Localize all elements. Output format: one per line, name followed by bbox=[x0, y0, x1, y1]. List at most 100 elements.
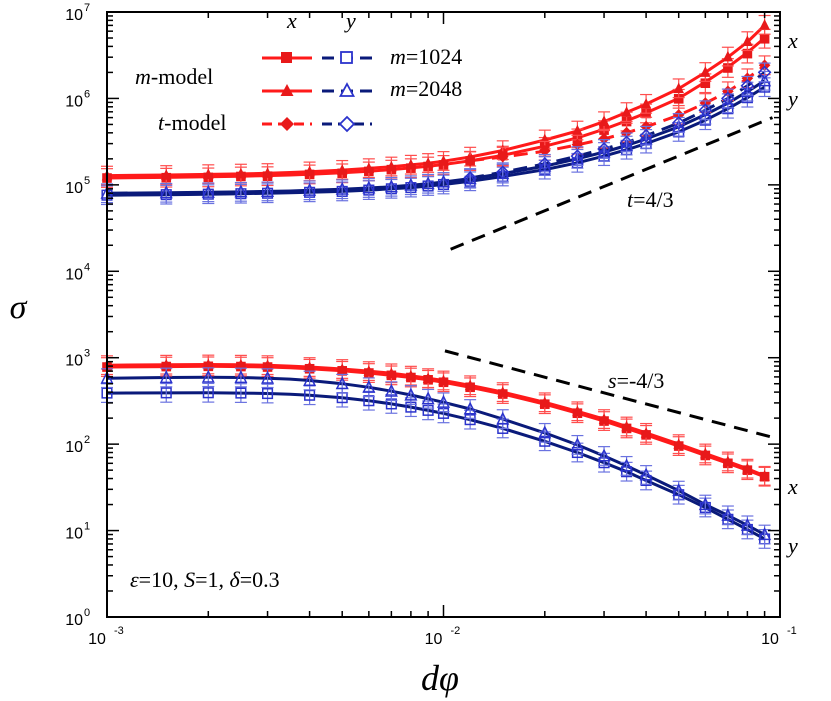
sigma-x-triangles-point bbox=[202, 358, 214, 370]
m2048-x-triangles-point bbox=[386, 160, 397, 172]
m2048-x-triangles-point bbox=[640, 98, 652, 109]
y-tick-exponent: 3 bbox=[84, 348, 90, 360]
t-x-diamonds-point bbox=[496, 150, 509, 163]
y-tick-label: 10 bbox=[65, 353, 83, 370]
x-tick-label: 10 bbox=[425, 631, 443, 648]
legend-t-x-marker bbox=[280, 117, 294, 131]
sigma-x-triangles-point bbox=[621, 420, 632, 432]
annotation-params: ε=10, S=1, δ=0.3 bbox=[130, 567, 280, 592]
param-eps: =10, bbox=[139, 567, 184, 592]
sigma-x-triangles-point bbox=[464, 379, 476, 391]
m2048-x-triangles-point bbox=[235, 167, 247, 179]
legend-t-y-marker bbox=[338, 115, 356, 133]
sigma-x-triangles-point bbox=[438, 374, 449, 386]
sigma-y-triangles-point bbox=[463, 401, 477, 415]
x-tick-exponent: -1 bbox=[787, 625, 797, 637]
m2048-y-triangles-point bbox=[740, 84, 754, 98]
right-label-x-top: x bbox=[787, 28, 798, 53]
sigma-y-triangles-point bbox=[639, 467, 653, 481]
m2048-y-triangles-point bbox=[159, 185, 173, 199]
t-y-diamonds-point bbox=[570, 149, 585, 163]
sigma-x-triangles-point bbox=[598, 413, 610, 424]
sigma-y-squares-point bbox=[160, 387, 172, 399]
sigma-y-triangles-point bbox=[740, 517, 754, 531]
y-tick-label: 10 bbox=[65, 7, 83, 24]
sigma-x-triangles-point bbox=[235, 358, 247, 370]
m2048-y-triangles-point bbox=[421, 176, 435, 190]
t-y-diamonds-point bbox=[463, 171, 478, 185]
y-tick-label: 10 bbox=[65, 180, 83, 197]
m2048-x-triangles-point bbox=[262, 167, 273, 178]
sigma-x-triangles-point bbox=[722, 455, 734, 467]
m2048-y-triangles-point bbox=[234, 184, 248, 198]
t-y-diamonds-point bbox=[639, 128, 653, 143]
m2048-y-triangles-point bbox=[261, 183, 275, 197]
y-tick-exponent: 6 bbox=[84, 88, 90, 100]
legend-t-model-text: -model bbox=[164, 110, 226, 135]
t-y-diamonds-point bbox=[495, 165, 510, 180]
sigma-x-triangles-point bbox=[497, 386, 509, 397]
sigma-y-triangles-point bbox=[496, 411, 510, 425]
m2048-y-triangles-point bbox=[404, 177, 418, 191]
sigma-y-squares-point bbox=[262, 387, 274, 400]
sigma-y-triangles-point bbox=[384, 383, 398, 397]
legend-m2048-x-marker bbox=[280, 84, 294, 96]
t-x-diamonds-point bbox=[464, 154, 476, 167]
legend-m2048: m=2048 bbox=[390, 76, 462, 101]
sigma-y-triangles-point bbox=[538, 425, 552, 439]
t-x-diamonds-point bbox=[538, 144, 551, 157]
legend-m2048-text: =2048 bbox=[406, 76, 462, 101]
param-S: =1, bbox=[195, 567, 229, 592]
param-S-var: S bbox=[184, 567, 195, 592]
y-axis-label: σ bbox=[10, 289, 28, 326]
sigma-x-triangles-point bbox=[673, 438, 685, 449]
sigma-y-triangles-point bbox=[672, 483, 686, 497]
sigma-y-squares-point bbox=[235, 387, 247, 399]
t-y-diamonds-point bbox=[740, 78, 755, 93]
m2048-x-triangles-point bbox=[336, 164, 348, 175]
sigma-y-triangles-point bbox=[620, 458, 634, 472]
legend-t-var: t bbox=[158, 110, 165, 135]
t-y-diamonds-point bbox=[597, 142, 611, 156]
t-y-diamonds-point bbox=[721, 91, 735, 106]
sigma-x-triangles-point bbox=[363, 365, 375, 376]
x-tick-exponent: -2 bbox=[451, 625, 461, 637]
t-y-diamonds-point bbox=[757, 65, 772, 80]
annotation-t-text: =4/3 bbox=[633, 187, 674, 212]
legend-m1024-text: =1024 bbox=[406, 44, 462, 69]
m2048-y-triangles-point bbox=[384, 179, 398, 193]
sigma-x-triangles-point bbox=[262, 359, 273, 370]
annotation-t-var: t bbox=[627, 187, 634, 212]
x-tick-label: 10 bbox=[88, 631, 106, 648]
m2048-y-triangles-point bbox=[303, 182, 317, 196]
t-x-diamonds-point bbox=[571, 138, 584, 151]
plot-layer bbox=[100, 14, 774, 549]
right-label-x-bottom: x bbox=[787, 474, 798, 499]
m1024-x-squares-point bbox=[700, 78, 711, 89]
y-tick-label: 10 bbox=[65, 612, 83, 629]
sigma-y-triangles-point bbox=[335, 376, 349, 390]
m2048-x-triangles-point bbox=[621, 106, 632, 117]
legend-m-model-text: -model bbox=[151, 64, 213, 89]
x-tick-label: 10 bbox=[761, 631, 779, 648]
annotation-t-slope: t=4/3 bbox=[627, 187, 674, 212]
annotation-s-text: =-4/3 bbox=[617, 368, 665, 393]
right-label-y-top: y bbox=[786, 86, 798, 111]
sigma-x-triangles-point bbox=[742, 462, 753, 474]
m2048-x-triangles-point bbox=[202, 168, 214, 179]
m2048-x-triangles-point bbox=[363, 162, 375, 173]
y-tick-label: 10 bbox=[65, 93, 83, 110]
sigma-y-triangles-point bbox=[570, 437, 584, 451]
m1024-x-squares-point bbox=[673, 94, 684, 104]
sigma-x-triangles-point bbox=[160, 358, 172, 370]
m1024-x-squares-point bbox=[723, 63, 733, 73]
sigma-x-triangles-point bbox=[405, 369, 417, 381]
sigma-y-triangles-point bbox=[404, 387, 418, 401]
y-tick-exponent: 2 bbox=[84, 434, 90, 446]
m2048-y-triangles-point bbox=[436, 174, 451, 188]
x-tick-exponent: -3 bbox=[114, 625, 124, 637]
param-delta-var: δ bbox=[230, 567, 241, 592]
param-delta: =0.3 bbox=[240, 567, 280, 592]
sigma-y-triangles-point bbox=[201, 369, 215, 383]
